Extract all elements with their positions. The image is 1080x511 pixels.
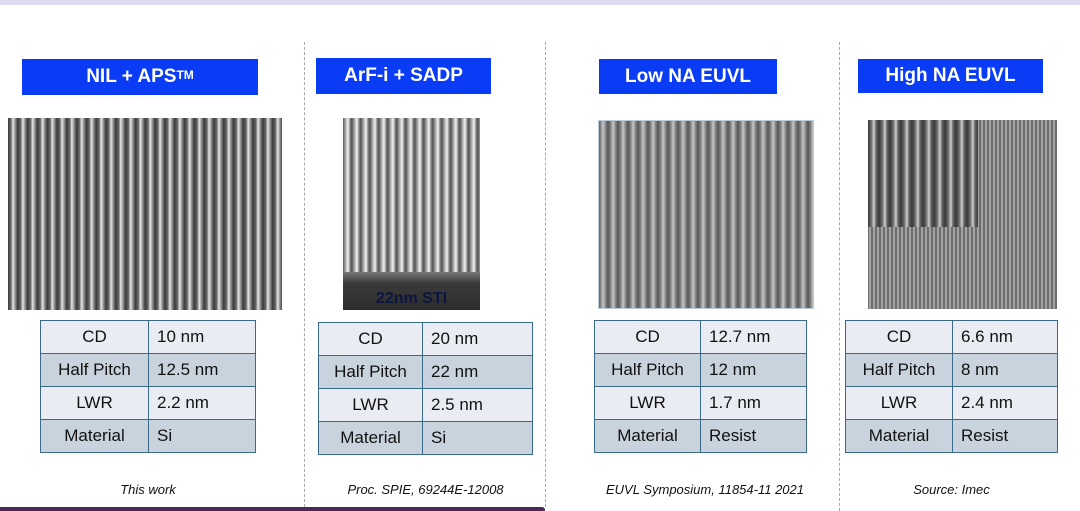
caption-low-na: EUVL Symposium, 11854-11 2021 bbox=[605, 482, 804, 497]
separator bbox=[304, 42, 305, 507]
separator bbox=[545, 42, 546, 507]
panel-title-arf: ArF-i + SADP bbox=[316, 58, 491, 94]
panel-title-nil: NIL + APS TM bbox=[22, 59, 258, 95]
panel-title-low-na: Low NA EUVL bbox=[599, 59, 777, 94]
sem-image-arf: 22nm STI bbox=[343, 118, 480, 310]
spec-table-low-na: CD 12.7 nm Half Pitch 12 nm LWR 1.7 nm Mate… bbox=[594, 320, 807, 453]
panel-title-high-na: High NA EUVL bbox=[858, 59, 1043, 93]
sem-image-low-na bbox=[598, 120, 814, 309]
spec-table-high-na: CD 6.6 nm Half Pitch 8 nm LWR 2.4 nm Materi… bbox=[845, 320, 1058, 453]
caption-nil: This work bbox=[120, 482, 176, 497]
caption-high-na: Source: Imec bbox=[913, 482, 990, 497]
spec-table-nil: CD 10 nm Half Pitch 12.5 nm LWR 2.2 nm Mate… bbox=[40, 320, 256, 453]
bottom-divider bbox=[0, 507, 545, 511]
image-label: 22nm STI bbox=[375, 290, 448, 307]
separator bbox=[839, 42, 840, 511]
sem-image-high-na bbox=[868, 120, 1057, 309]
sem-image-nil bbox=[8, 118, 282, 310]
caption-arf: Proc. SPIE, 69244E-12008 bbox=[347, 482, 504, 497]
spec-table-arf: CD 20 nm Half Pitch 22 nm LWR 2.5 nm Materi… bbox=[318, 322, 533, 455]
top-band bbox=[0, 0, 1080, 5]
